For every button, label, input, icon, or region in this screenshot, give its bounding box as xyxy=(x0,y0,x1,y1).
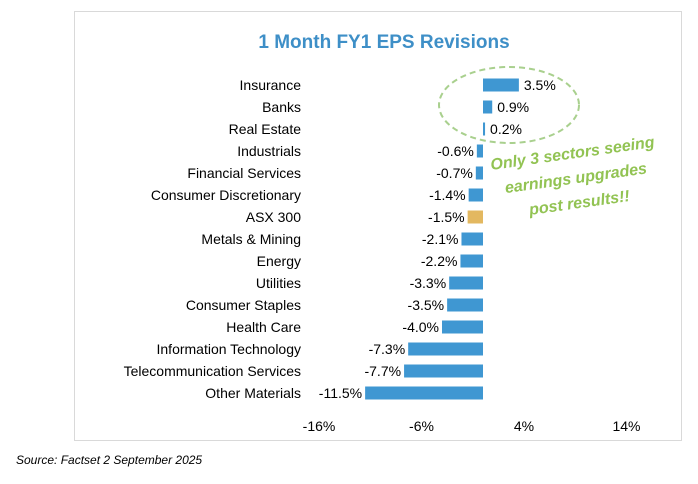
category-label: Telecommunication Services xyxy=(124,363,301,379)
category-label: Energy xyxy=(257,253,301,269)
category-label: Other Materials xyxy=(205,385,301,401)
bar-consumer-discretionary xyxy=(468,188,483,202)
category-label: Real Estate xyxy=(229,121,302,137)
category-label: Information Technology xyxy=(157,341,302,357)
bar-telecommunication-services xyxy=(404,364,483,378)
x-tick-label: 4% xyxy=(514,418,534,434)
value-label: -1.4% xyxy=(429,187,466,203)
category-label: Utilities xyxy=(256,275,301,291)
bar-information-technology xyxy=(408,342,483,356)
value-label: 0.9% xyxy=(497,99,529,115)
bar-banks xyxy=(483,100,493,114)
x-tick-label: -6% xyxy=(409,418,434,434)
value-label: -2.1% xyxy=(422,231,459,247)
category-label: Insurance xyxy=(240,77,302,93)
bar-energy xyxy=(460,254,483,268)
source-note: Source: Factset 2 September 2025 xyxy=(16,453,203,467)
value-label: 0.2% xyxy=(490,121,522,137)
value-label: -3.5% xyxy=(408,297,445,313)
value-label: -2.2% xyxy=(421,253,458,269)
x-tick-label: -16% xyxy=(303,418,336,434)
bar-chart: 1 Month FY1 EPS Revisions Insurance Banks… xyxy=(124,32,656,434)
bar-health-care xyxy=(442,320,483,334)
bar-industrials xyxy=(476,144,483,158)
value-label: -0.7% xyxy=(436,165,473,181)
value-label: -1.5% xyxy=(428,209,465,225)
bar-utilities xyxy=(449,276,483,290)
bar-metals-mining xyxy=(461,232,483,246)
bar-real-estate xyxy=(483,122,486,136)
value-label: -3.3% xyxy=(410,275,447,291)
bar-consumer-staples xyxy=(447,298,483,312)
category-label: Consumer Staples xyxy=(186,297,301,313)
x-tick-label: 14% xyxy=(612,418,640,434)
value-label: -7.3% xyxy=(369,341,406,357)
value-label: -0.6% xyxy=(437,143,474,159)
category-label: Industrials xyxy=(237,143,301,159)
bar-other-materials xyxy=(365,386,483,400)
category-label: Financial Services xyxy=(187,165,301,181)
chart-title: 1 Month FY1 EPS Revisions xyxy=(258,32,509,53)
category-label: Banks xyxy=(262,99,301,115)
category-label: Consumer Discretionary xyxy=(151,187,301,203)
bar-insurance xyxy=(483,78,519,92)
category-label: Health Care xyxy=(226,319,301,335)
bar-asx-300 xyxy=(467,210,483,224)
value-label: -4.0% xyxy=(402,319,439,335)
category-label: ASX 300 xyxy=(246,209,301,225)
chart-frame: 1 Month FY1 EPS Revisions Insurance Banks… xyxy=(74,11,682,441)
upgrade-highlight-ellipse xyxy=(438,66,580,144)
value-label: 3.5% xyxy=(524,77,556,93)
value-label: -7.7% xyxy=(364,363,401,379)
value-label: -11.5% xyxy=(319,385,362,401)
annotation-line: post results!! xyxy=(527,188,631,219)
bar-financial-services xyxy=(475,166,483,180)
category-label: Metals & Mining xyxy=(201,231,301,247)
